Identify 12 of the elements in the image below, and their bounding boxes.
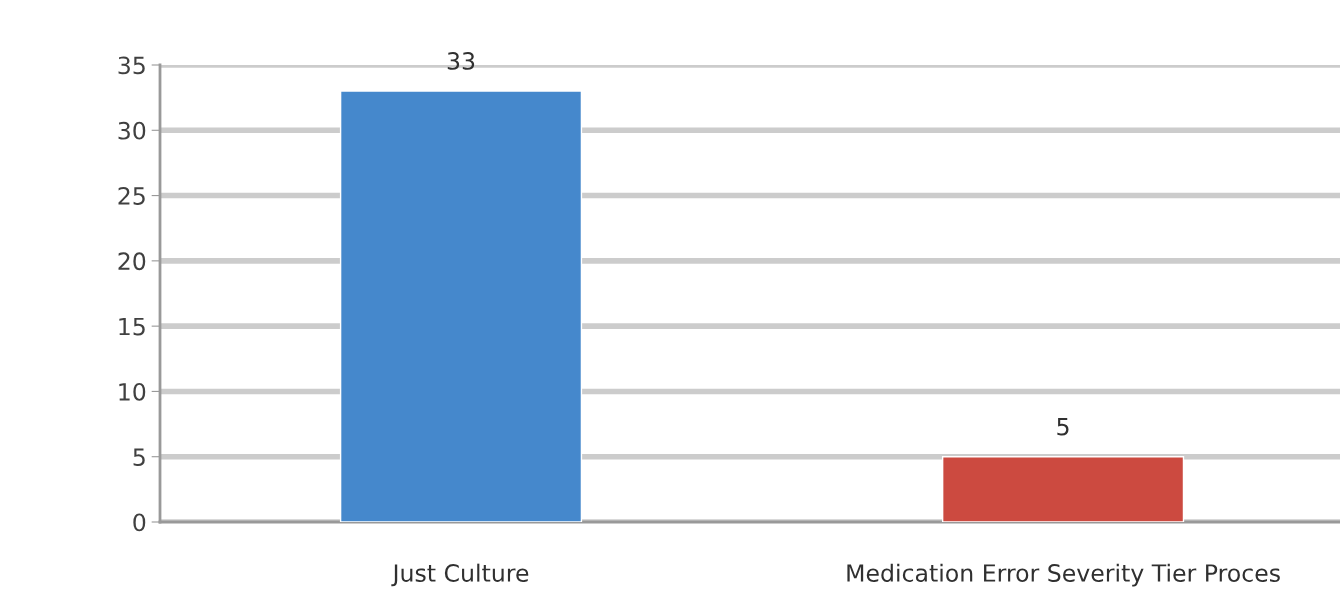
- x-tick-label: Just Culture: [391, 563, 529, 587]
- data-label: 33: [447, 52, 475, 70]
- y-tick-label: 25: [118, 187, 145, 205]
- y-tick-label: 20: [118, 252, 146, 271]
- data-label: 5: [1057, 417, 1069, 436]
- y-tick-label: 15: [119, 317, 145, 336]
- y-tick-label: 30: [118, 121, 146, 140]
- y-tick-label: 5: [133, 448, 145, 467]
- y-tick-label: 10: [119, 382, 146, 401]
- y-tick-label: 0: [133, 513, 146, 532]
- y-tick-label: 35: [118, 56, 145, 75]
- x-tick-label: Medication Error Severity Tier Proces: [847, 563, 1280, 587]
